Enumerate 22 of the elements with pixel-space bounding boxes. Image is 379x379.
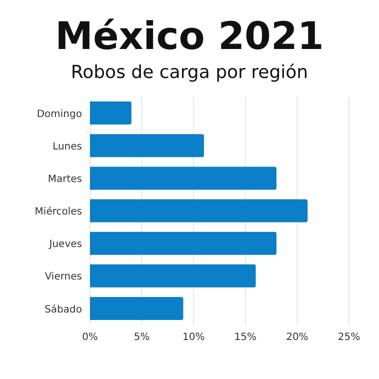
bar bbox=[90, 166, 276, 190]
y-tick-label: Lunes bbox=[52, 141, 82, 152]
x-tick-label: 5% bbox=[134, 332, 150, 344]
bar bbox=[90, 232, 276, 255]
bar bbox=[90, 102, 132, 125]
x-tick-label: 20% bbox=[286, 332, 308, 344]
bar bbox=[90, 199, 308, 222]
x-tick-label: 0% bbox=[82, 332, 98, 344]
bar bbox=[90, 296, 184, 320]
y-tick-label: Miércoles bbox=[34, 206, 82, 218]
chart-title: México 2021 bbox=[54, 14, 325, 58]
y-tick-label: Martes bbox=[48, 174, 82, 185]
bar bbox=[90, 264, 256, 288]
y-tick-label: Viernes bbox=[44, 272, 82, 283]
y-tick-label: Jueves bbox=[48, 239, 82, 250]
chart-subtitle: Robos de carga por región bbox=[70, 62, 310, 83]
bar bbox=[90, 134, 204, 158]
y-tick-label: Sábado bbox=[44, 304, 82, 316]
x-tick-label: 15% bbox=[234, 332, 257, 344]
y-tick-label: Domingo bbox=[36, 108, 82, 120]
x-tick-label: 25% bbox=[338, 332, 360, 344]
x-tick-label: 10% bbox=[182, 332, 205, 344]
